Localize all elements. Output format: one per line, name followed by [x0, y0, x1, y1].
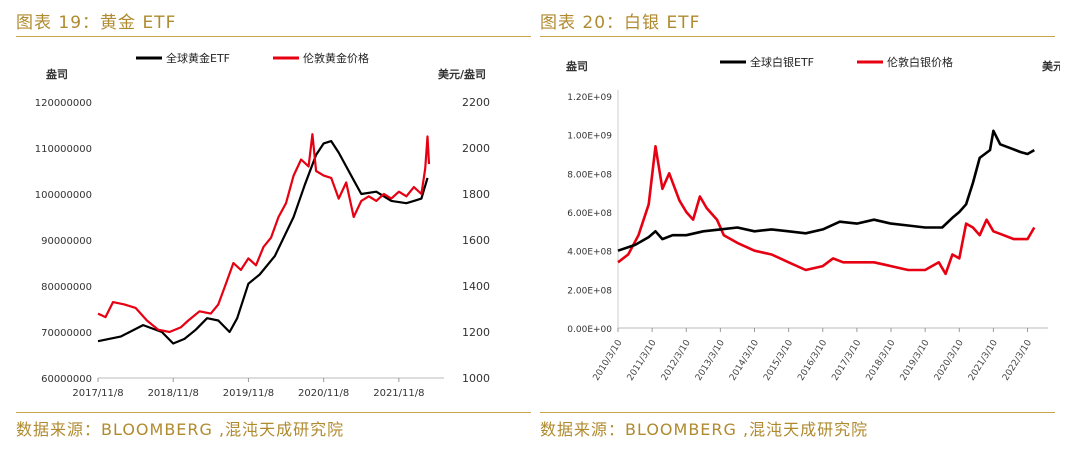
y-left-unit-label: 盎司: [566, 59, 588, 73]
y-left-tick-label: 100000000: [35, 190, 92, 201]
x-tick-label: 2014/3/10: [728, 338, 761, 383]
y-left-unit-label: 盎司: [46, 67, 68, 81]
y-left-tick-label: 4.00E+08: [567, 248, 612, 258]
x-tick-label: 2017/3/10: [830, 338, 863, 383]
legend-label: 伦敦白银价格: [887, 55, 953, 69]
y-left-tick-label: 110000000: [35, 144, 92, 155]
y-left-tick-label: 8.00E+08: [567, 170, 612, 180]
x-tick-label: 2021/11/8: [373, 388, 424, 399]
silver-etf-panel: 图表 20：白银 ETF 盎司 美元/盎司 0.00E+00 2.00E+08 4.00…: [540, 0, 1060, 454]
source-divider: [16, 412, 531, 413]
series-line: [97, 140, 429, 345]
y-right-tick-label: 1200: [462, 326, 490, 339]
y-left-tick-label: 60000000: [41, 374, 92, 385]
x-tick-label: 2018/11/8: [148, 388, 199, 399]
legend-label: 全球白银ETF: [750, 55, 814, 69]
x-tick-label: 2019/11/8: [223, 388, 274, 399]
x-tick-label: 2020/3/10: [933, 338, 966, 383]
gold-etf-panel: 图表 19：黄金 ETF 盎司 美元/盎司 60000000 70000000 8000…: [16, 0, 536, 454]
y-right-tick-label: 1400: [462, 280, 490, 293]
x-tick-label: 2019/3/10: [899, 338, 932, 383]
y-left-tick-label: 90000000: [41, 236, 92, 247]
x-tick-label: 2012/3/10: [660, 338, 693, 383]
x-tick-label: 2015/3/10: [762, 338, 795, 383]
y-right-unit-label: 美元/盎司: [438, 67, 486, 81]
x-tick-label: 2022/3/10: [1001, 338, 1034, 383]
y-right-tick-label: 1800: [462, 188, 490, 201]
y-left-tick-label: 70000000: [41, 328, 92, 339]
y-left-tick-label: 120000000: [35, 98, 92, 109]
source-note: 数据来源：BLOOMBERG ,混沌天成研究院: [540, 420, 869, 439]
y-left-tick-label: 80000000: [41, 282, 92, 293]
x-tick-label: 2021/3/10: [967, 338, 1000, 383]
y-right-tick-label: 1000: [462, 372, 490, 385]
y-left-tick-label: 0.00E+00: [567, 325, 612, 335]
x-tick-label: 2018/3/10: [865, 338, 898, 383]
source-note: 数据来源：BLOOMBERG ,混沌天成研究院: [16, 420, 345, 439]
y-left-tick-label: 1.20E+09: [567, 93, 612, 103]
y-right-tick-label: 1600: [462, 234, 490, 247]
y-right-tick-label: 2000: [462, 142, 490, 155]
x-tick-label: 2013/3/10: [694, 338, 727, 383]
x-tick-label: 2020/11/8: [298, 388, 349, 399]
figure-title: 图表 19：黄金 ETF: [16, 13, 177, 33]
legend-label: 伦敦黄金价格: [303, 51, 369, 65]
series-line: [617, 129, 1035, 252]
title-divider: [16, 36, 531, 37]
gold-etf-chart: 盎司 美元/盎司 60000000 70000000 80000000 90000000 1…: [35, 51, 490, 399]
x-tick-label: 2011/3/10: [626, 338, 659, 383]
y-left-tick-label: 1.00E+09: [567, 132, 612, 142]
source-divider: [540, 412, 1055, 413]
x-tick-label: 2010/3/10: [592, 338, 625, 383]
y-left-tick-label: 6.00E+08: [567, 209, 612, 219]
series-line: [617, 145, 1036, 276]
silver-etf-chart: 盎司 美元/盎司 0.00E+00 2.00E+08 4.00E+08 6.00E+08 8…: [566, 55, 1060, 383]
y-right-tick-label: 2200: [462, 96, 490, 109]
legend-label: 全球黄金ETF: [166, 51, 230, 65]
series-line: [97, 133, 431, 334]
x-tick-label: 2016/3/10: [796, 338, 829, 383]
y-left-tick-label: 2.00E+08: [567, 286, 612, 296]
y-right-unit-label: 美元/盎司: [1042, 59, 1060, 73]
title-divider: [540, 36, 1055, 37]
figure-title: 图表 20：白银 ETF: [540, 13, 701, 33]
x-tick-label: 2017/11/8: [72, 388, 123, 399]
